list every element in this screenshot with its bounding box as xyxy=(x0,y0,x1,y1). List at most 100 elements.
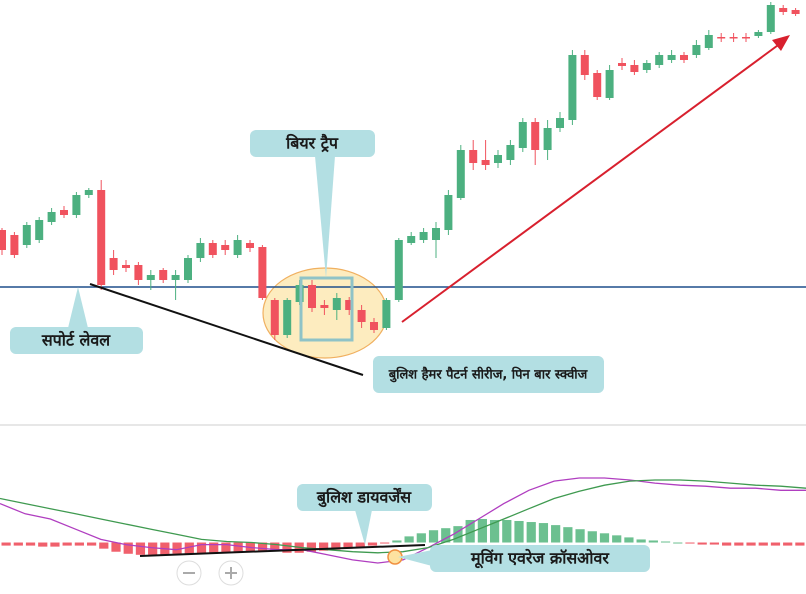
annotation: सपोर्ट लेवल xyxy=(41,331,111,350)
marks-layer xyxy=(0,2,806,564)
annotation: बुलिश डायवर्जेंस xyxy=(316,488,412,508)
candle-body xyxy=(221,245,230,250)
candle-body xyxy=(481,160,490,165)
callout-pointer xyxy=(398,550,432,566)
back-layer xyxy=(0,267,806,426)
annotation: बुलिश हैमर पैटर्न सीरीज, पिन बार स्क्वीज xyxy=(388,367,589,383)
highlight-ellipse xyxy=(262,267,388,359)
candle-body xyxy=(556,118,564,128)
histogram-bar xyxy=(538,523,549,543)
histogram-bar xyxy=(50,542,60,547)
histogram-bar xyxy=(343,542,353,549)
candle-body xyxy=(680,55,688,60)
histogram-bar xyxy=(746,542,756,546)
histogram-bar xyxy=(697,542,707,545)
histogram-bar xyxy=(551,525,561,543)
annotation: मूविंग एवरेज क्रॉसओवर xyxy=(470,549,610,569)
candle-body xyxy=(568,55,577,120)
callout-box xyxy=(250,130,375,157)
candle-body xyxy=(283,300,292,335)
candle-body xyxy=(208,243,217,255)
histogram-bar xyxy=(465,519,475,543)
candle-body xyxy=(506,145,515,160)
histogram-bar xyxy=(74,542,84,546)
histogram-bar xyxy=(575,529,585,543)
divergence-line xyxy=(139,544,426,557)
candle-body xyxy=(531,122,540,150)
candle-body xyxy=(469,150,478,163)
candle-body xyxy=(10,235,19,255)
candle-body xyxy=(642,63,651,70)
histogram-bar xyxy=(13,542,23,546)
callout-box xyxy=(10,327,143,354)
histogram-bar xyxy=(367,542,378,546)
histogram-bar xyxy=(624,537,634,543)
candle-body xyxy=(580,55,589,75)
histogram-bar xyxy=(319,542,329,551)
candle-body xyxy=(345,300,354,310)
zoom-in-button[interactable] xyxy=(218,560,244,586)
histogram-bar xyxy=(734,542,744,546)
callout-pointer xyxy=(355,510,372,545)
candle-body xyxy=(357,310,366,322)
candle-body xyxy=(692,45,701,55)
candle-body xyxy=(754,32,763,36)
candle-body xyxy=(320,305,329,308)
histogram-bar xyxy=(233,542,243,552)
histogram-bar xyxy=(795,542,805,546)
candle-body xyxy=(22,225,31,245)
candle-body xyxy=(171,275,180,280)
indicator-line xyxy=(0,477,806,564)
candle-body xyxy=(308,285,316,308)
histogram-bar xyxy=(770,542,781,546)
candle-body xyxy=(270,300,279,335)
candle-body xyxy=(394,240,403,300)
histogram-bar xyxy=(380,542,390,544)
candle-body xyxy=(630,65,639,72)
candle-body xyxy=(618,63,626,66)
histogram-bar xyxy=(148,542,158,555)
histogram-bar xyxy=(123,542,133,554)
candle-body xyxy=(742,37,750,39)
candle-body xyxy=(667,55,676,60)
histogram-bar xyxy=(86,542,97,546)
candle-body xyxy=(704,35,713,48)
histogram-bar xyxy=(502,519,512,543)
histogram-bar xyxy=(673,542,683,544)
histogram-bar xyxy=(209,542,219,553)
candle-body xyxy=(109,258,118,270)
trend-arrow xyxy=(401,39,786,323)
callout-pointer xyxy=(68,287,88,328)
candle-body xyxy=(35,220,44,240)
histogram-bar xyxy=(685,542,695,544)
candle-body xyxy=(84,190,93,195)
histogram-bar xyxy=(489,519,500,543)
histogram-bar xyxy=(221,542,231,553)
candle-body xyxy=(791,10,800,14)
candle-body xyxy=(134,265,143,280)
candle-body xyxy=(766,5,775,32)
histogram-bar xyxy=(709,542,720,545)
histogram-bar xyxy=(135,542,146,555)
candle-body xyxy=(444,195,453,230)
callout-box xyxy=(297,484,432,511)
histogram-bar xyxy=(331,542,341,550)
candle-body xyxy=(246,243,254,248)
candle-body xyxy=(605,70,614,98)
histogram-bar xyxy=(184,542,194,554)
histogram-bar xyxy=(38,542,48,547)
candle-body xyxy=(97,190,106,285)
callout-pointer xyxy=(315,156,335,278)
histogram-bar xyxy=(270,542,280,551)
candle-body xyxy=(432,228,440,240)
zoom-out-button[interactable] xyxy=(176,560,202,586)
candle-body xyxy=(717,37,726,39)
candle-body xyxy=(0,230,6,250)
histogram-bar xyxy=(172,542,182,554)
histogram-bar xyxy=(99,542,109,549)
histogram-bar xyxy=(783,542,793,546)
trap-box xyxy=(299,276,354,342)
candle-body xyxy=(370,322,378,330)
candle-body xyxy=(494,155,502,163)
candle-body xyxy=(196,243,205,258)
